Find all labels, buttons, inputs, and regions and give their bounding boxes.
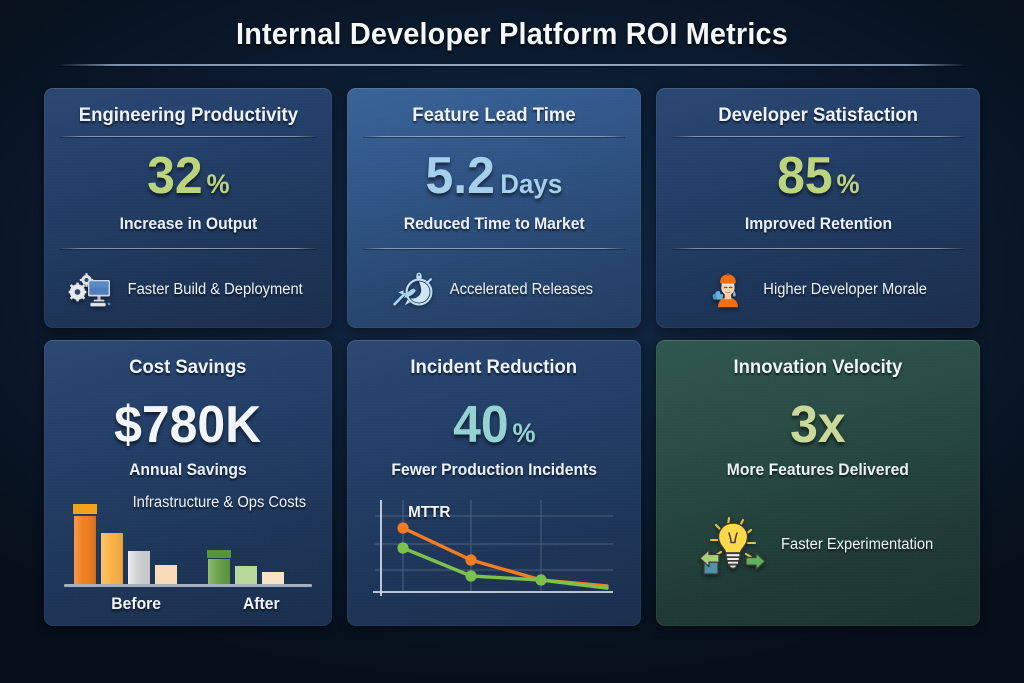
card-divider-bottom	[60, 248, 316, 249]
metric-subtitle: Annual Savings	[129, 461, 247, 479]
card-divider-top	[363, 136, 625, 137]
metric-value: 32	[146, 147, 203, 205]
card-divider-top	[672, 136, 964, 137]
bar-chart-caption: Infrastructure & Ops Costs	[132, 494, 307, 511]
card-footer: Faster Experimentation	[672, 514, 964, 616]
metric-value-suffix: Days	[500, 169, 563, 199]
metric-value-row: 5.2 Days	[424, 150, 564, 202]
incident-reduction-line-chart: MTTR	[363, 492, 625, 614]
gears-monitor-icon	[68, 268, 114, 312]
card-title: Developer Satisfaction	[718, 104, 918, 126]
bar-chart-category-after: After	[242, 595, 280, 613]
metric-value-row: $780K	[111, 399, 264, 451]
card-footer: Higher Developer Morale	[672, 268, 964, 316]
metric-value: 85	[776, 147, 833, 205]
cost-savings-bar-chart: Infrastructure & Ops Costs	[60, 492, 316, 614]
page-title: Internal Developer Platform ROI Metrics	[236, 16, 788, 51]
metric-value: 5.2	[425, 147, 495, 205]
metric-value-row: 32 %	[146, 150, 231, 202]
title-divider	[60, 64, 964, 66]
card-title: Incident Reduction	[410, 356, 578, 378]
card-divider-bottom	[363, 248, 625, 249]
metric-value-suffix: %	[206, 169, 230, 199]
metric-value-row: 40 %	[452, 399, 537, 451]
bar-chart-category-before: Before	[111, 595, 161, 613]
card-title: Innovation Velocity	[733, 356, 903, 378]
metric-value-row: 3x	[789, 399, 847, 451]
card-divider-bottom	[672, 248, 964, 249]
card-title: Engineering Productivity	[78, 104, 298, 126]
metric-subtitle: More Features Delivered	[726, 461, 910, 479]
card-divider-top	[60, 136, 316, 137]
metric-value-row: 85 %	[776, 150, 861, 202]
metric-card-developer-satisfaction[interactable]: Developer Satisfaction 85 % Improved Ret…	[656, 88, 980, 328]
lightbulb-arrows-icon	[699, 514, 773, 576]
metric-card-innovation-velocity[interactable]: Innovation Velocity 3x More Features Del…	[656, 340, 980, 626]
metrics-grid: Engineering Productivity 32 % Increase i…	[44, 88, 980, 626]
metric-value: $780K	[114, 396, 262, 454]
metric-value: 3x	[790, 396, 846, 454]
metric-subtitle: Increase in Output	[119, 215, 257, 233]
metric-subtitle: Fewer Production Incidents	[391, 461, 597, 479]
card-footer: Faster Build & Deployment	[60, 268, 316, 316]
card-footer-label: Faster Build & Deployment	[127, 281, 304, 298]
line-chart-svg	[373, 500, 613, 596]
metric-card-feature-lead-time[interactable]: Feature Lead Time 5.2 Days Reduced Time …	[347, 88, 641, 328]
metric-card-incident-reduction[interactable]: Incident Reduction 40 % Fewer Production…	[347, 340, 641, 626]
card-title: Feature Lead Time	[412, 104, 576, 126]
stopwatch-dart-icon	[391, 268, 437, 312]
card-footer-label: Faster Experimentation	[780, 536, 934, 553]
person-thumbs-up-icon	[704, 268, 750, 312]
metric-value-suffix: %	[512, 418, 536, 448]
metric-subtitle: Improved Retention	[744, 215, 892, 233]
metric-card-engineering-productivity[interactable]: Engineering Productivity 32 % Increase i…	[44, 88, 332, 328]
card-footer: Accelerated Releases	[363, 268, 625, 316]
bar-chart-svg	[64, 504, 312, 587]
metric-value-suffix: %	[836, 169, 860, 199]
metric-subtitle: Reduced Time to Market	[403, 215, 585, 233]
metric-value: 40	[452, 396, 509, 454]
card-footer-label: Accelerated Releases	[449, 281, 594, 298]
card-title: Cost Savings	[129, 356, 247, 378]
metric-card-cost-savings[interactable]: Cost Savings $780K Annual Savings Infras…	[44, 340, 332, 626]
card-footer-label: Higher Developer Morale	[763, 281, 928, 298]
page-header: Internal Developer Platform ROI Metrics	[0, 16, 1024, 66]
line-chart-series-label: MTTR	[408, 504, 451, 521]
